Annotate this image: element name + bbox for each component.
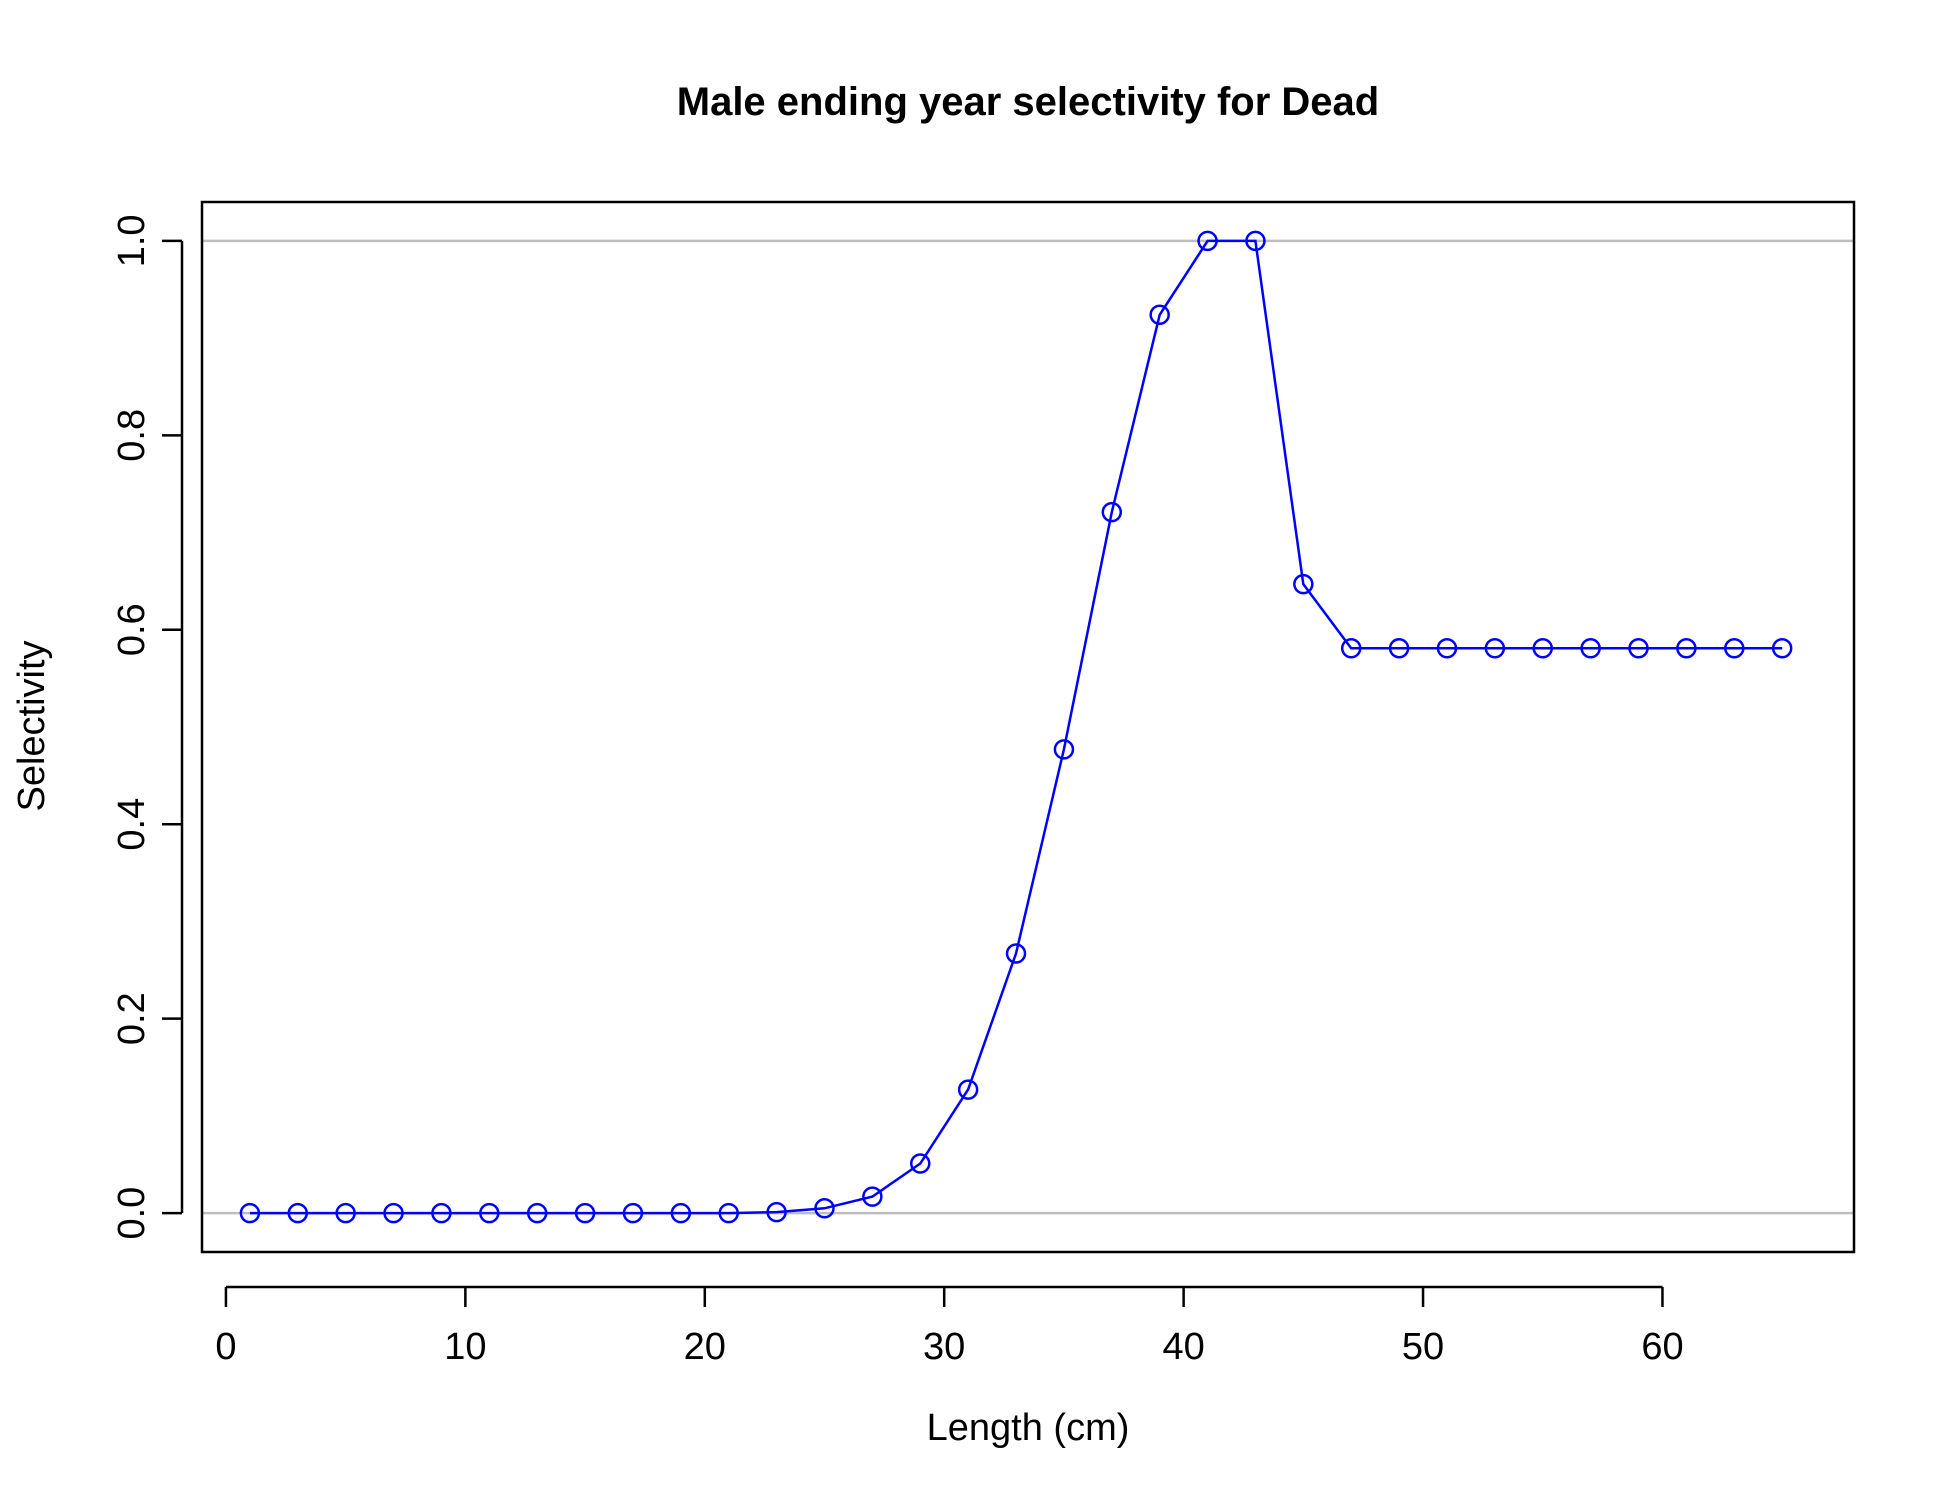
x-axis-label: Length (cm) — [927, 1407, 1130, 1449]
data-point — [1101, 501, 1123, 523]
data-point — [1771, 638, 1793, 659]
plot-frame — [200, 200, 1856, 1254]
data-point — [1676, 638, 1697, 659]
data-point — [718, 1202, 739, 1224]
data-point — [814, 1198, 835, 1219]
data-point — [957, 1079, 979, 1100]
data-point — [670, 1202, 692, 1224]
data-point — [479, 1202, 500, 1224]
data-point — [1197, 230, 1218, 252]
data-point — [622, 1202, 644, 1224]
data-point — [1293, 573, 1314, 595]
data-point — [1436, 638, 1458, 659]
data-point — [766, 1201, 787, 1223]
data-point — [574, 1202, 596, 1224]
x-axis: 0 10 20 30 40 50 60 — [215, 1285, 1684, 1368]
x-tick-label: 10 — [444, 1326, 486, 1368]
x-tick-label: 60 — [1641, 1326, 1683, 1368]
series-layer — [239, 230, 1793, 1224]
data-point — [1532, 638, 1554, 659]
data-point — [1484, 638, 1506, 659]
data-point — [335, 1202, 356, 1224]
x-tick-label: 30 — [923, 1326, 965, 1368]
y-axis-label: Selectivity — [11, 640, 53, 811]
data-point — [1005, 943, 1027, 964]
data-point — [862, 1186, 883, 1207]
data-point — [1724, 638, 1745, 659]
data-point — [287, 1202, 309, 1224]
y-tick-label: 0.2 — [111, 992, 153, 1045]
y-axis: 0.0 0.2 0.4 0.6 0.8 1.0 — [111, 214, 184, 1240]
y-tick-label: 0.0 — [111, 1187, 153, 1240]
data-point — [910, 1153, 931, 1174]
y-tick-label: 0.6 — [111, 603, 153, 656]
data-point — [1628, 638, 1649, 659]
x-tick-label: 40 — [1162, 1326, 1204, 1368]
data-point — [1580, 638, 1601, 659]
data-point — [239, 1202, 261, 1224]
x-tick-label: 20 — [684, 1326, 726, 1368]
data-point — [1053, 739, 1075, 760]
y-tick-label: 1.0 — [111, 214, 153, 267]
data-point — [1245, 230, 1266, 252]
data-point — [431, 1202, 452, 1224]
x-tick-label: 0 — [215, 1326, 236, 1368]
y-tick-label: 0.4 — [111, 798, 153, 851]
data-point — [1340, 638, 1362, 659]
x-tick-label: 50 — [1402, 1326, 1444, 1368]
y-tick-label: 0.8 — [111, 409, 153, 462]
series-line-0 — [249, 239, 1783, 1215]
chart-title: Male ending year selectivity for Dead — [677, 80, 1379, 124]
data-point — [526, 1202, 548, 1224]
data-point — [1388, 638, 1410, 659]
data-point — [383, 1202, 404, 1224]
data-point — [1149, 304, 1170, 326]
